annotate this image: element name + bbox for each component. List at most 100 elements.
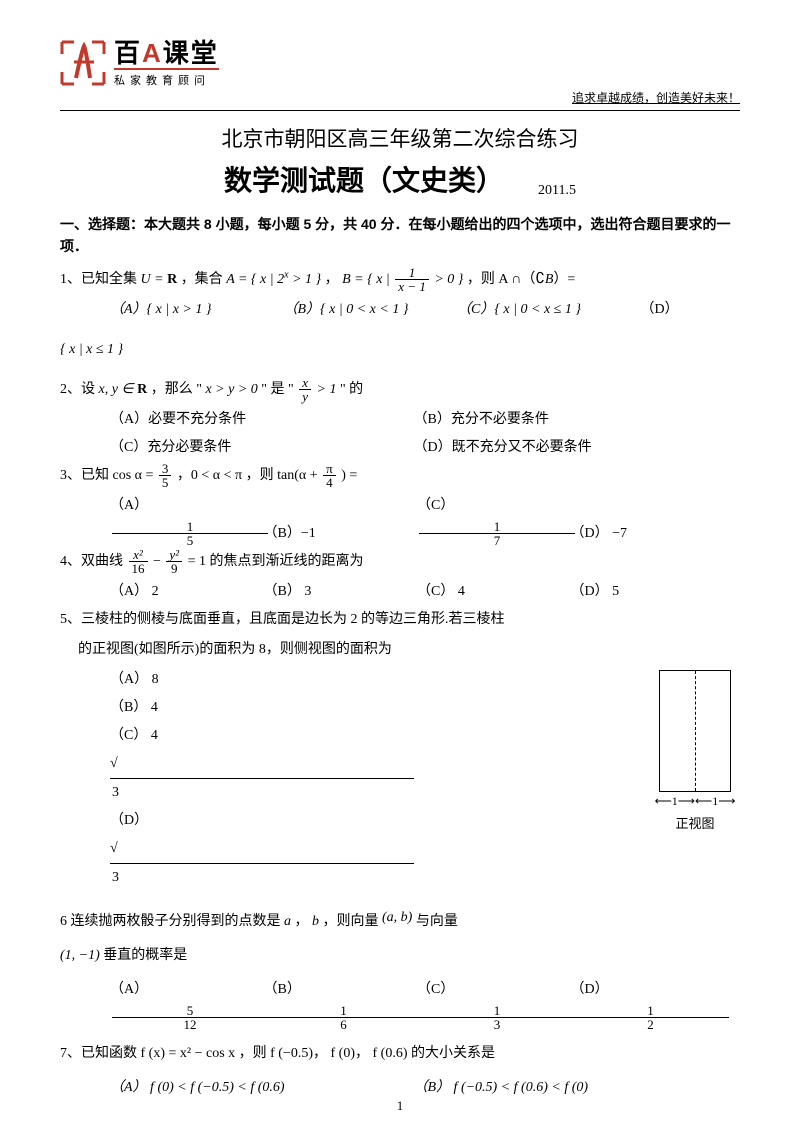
page: 百A课堂 私家教育顾问 追求卓越成绩，创造美好未来！ 北京市朝阳区高三年级第二次… (0, 0, 800, 1132)
q4-f2: y²9 (166, 548, 182, 575)
logo-icon (60, 40, 106, 91)
q2-fn: x (299, 376, 311, 390)
question-3: 3、已知 cos α = 35 ，0 < α < π ，则 tan(α + π4… (60, 462, 740, 490)
q1-frac: 1x − 1 (395, 266, 429, 293)
logo-cn-1: 百 (114, 38, 142, 68)
q5-optC: （C） 43 (110, 722, 410, 807)
front-view-rect (659, 670, 731, 792)
q6-optB: （B）16 (264, 976, 414, 1032)
q6-optD: （D）12 (571, 976, 721, 1032)
q1-agt: > 1 } (289, 272, 322, 287)
q2-fd: y (299, 390, 311, 403)
q6-post: 与向量 (416, 914, 458, 929)
q1-post: ）= (553, 272, 575, 287)
front-view-dims: ⟵1⟶⟵1⟶ (650, 794, 740, 809)
q1-m3: ，则 A ∩（ (467, 272, 535, 287)
q3-oap: （A） (110, 492, 260, 520)
q5-ocp: （C） 4 (110, 722, 410, 750)
q1-optC: （C）{ x | 0 < x ≤ 1 } (457, 296, 637, 324)
logo-text: 百A课堂 私家教育顾问 (114, 40, 219, 88)
q6-c: ， (295, 914, 313, 929)
q2-optC: （C）充分必要条件 (110, 434, 410, 462)
q6-pre: 6 连续抛两枚骰子分别得到的点数是 (60, 914, 284, 929)
q5-figure: ⟵1⟶⟵1⟶ 正视图 (650, 670, 740, 832)
q4-f1n: x² (129, 548, 148, 562)
q6-post2: 垂直的概率是 (103, 948, 187, 963)
q6-ocp: （C） (417, 976, 567, 1004)
q2-post: " 的 (340, 382, 363, 397)
q2-optB: （B）充分不必要条件 (414, 406, 714, 434)
q1-fd: x − 1 (395, 280, 429, 293)
dim2: 1 (712, 794, 718, 808)
q4-optC: （C） 4 (417, 578, 567, 606)
question-1: 1、已知全集 U = R ，集合 A = { x | 2x > 1 } ， B … (60, 264, 740, 294)
page-number: 1 (0, 1098, 800, 1114)
q5-optA: （A） 8 (110, 666, 410, 694)
title-row-2: 数学测试题（文史类） 2011.5 (60, 159, 740, 199)
q2-optD: （D）既不充分又不必要条件 (414, 434, 714, 462)
title-line2: 数学测试题（文史类） (224, 159, 504, 199)
q3-f2d: 4 (323, 476, 336, 489)
q4-minus: − (153, 554, 164, 569)
q6-vec2: (1, −1) (60, 948, 100, 963)
q2-frac: xy (299, 376, 311, 403)
q4-pre: 4、双曲线 (60, 554, 127, 569)
q6-m: ，则向量 (323, 914, 383, 929)
q3-pre: 3、已知 cos α = (60, 468, 157, 483)
q3-optD: （D） −7 (571, 520, 721, 548)
q3-f2: π4 (323, 462, 336, 489)
q1-comp: ∁ (535, 270, 545, 287)
q2-pre: 2、设 (60, 382, 99, 397)
q3-oad: 5 (112, 534, 268, 547)
q2-options: （A）必要不充分条件 （B）充分不必要条件 （C）充分必要条件 （D）既不充分又… (60, 406, 740, 462)
q1-optA: （A）{ x | x > 1 } (110, 296, 280, 324)
q3-ocp: （C） (417, 492, 567, 520)
q2-r: R (137, 382, 147, 397)
q6-a: a (284, 914, 291, 929)
q5-ocr: 3 (110, 778, 414, 807)
q6-oap: （A） (110, 976, 260, 1004)
title-line1: 北京市朝阳区高三年级第二次综合练习 (60, 123, 740, 153)
q4-optA: （A） 2 (110, 578, 260, 606)
q6-ocn: 1 (419, 1004, 575, 1018)
q4-f2d: 9 (166, 562, 182, 575)
question-7: 7、已知函数 f (x) = x² − cos x ，则 f (−0.5)， f… (60, 1040, 740, 1068)
q5-optD: （D） 3 (110, 807, 410, 892)
q2-m2: " 是 " (261, 382, 297, 397)
q3-f2n: π (323, 462, 336, 476)
q3-optC: （C）17 (417, 492, 567, 548)
q6-odd: 2 (573, 1018, 729, 1031)
question-2: 2、设 x, y ∈ R ，那么 " x > y > 0 " 是 " xy > … (60, 376, 740, 404)
q6-odp: （D） (571, 976, 721, 1004)
q4-f1d: 16 (129, 562, 148, 575)
q5-optB: （B） 4 (110, 694, 410, 722)
q1-m1: ，集合 (181, 272, 227, 287)
q1-bgt: > 0 } (434, 272, 463, 287)
q5-odr: 3 (110, 863, 414, 892)
q1-m2: ， (325, 272, 339, 287)
section1-instructions: 一、选择题：本大题共 8 小题，每小题 5 分，共 40 分．在每小题给出的四个… (60, 213, 740, 258)
q2-cond: x > y > 0 (205, 382, 257, 397)
logo-sub: 私家教育顾问 (114, 68, 219, 88)
q3-oan: 1 (112, 520, 268, 534)
logo-cn-2: 课堂 (163, 38, 219, 68)
q2-m1: ，那么 " (151, 382, 206, 397)
q3-post: ) = (341, 468, 357, 483)
q3-optA: （A）15 (110, 492, 260, 548)
q6-oad: 12 (112, 1018, 268, 1031)
q3-optB: （B）−1 (264, 520, 414, 548)
q6-odn: 1 (573, 1004, 729, 1018)
q1-u: U = (141, 272, 168, 287)
q1-extra: { x | x ≤ 1 } (60, 336, 740, 364)
q1-optD: （D） (641, 296, 679, 324)
logo-cn-a: A (142, 38, 163, 68)
q4-optB: （B） 3 (264, 578, 414, 606)
q1-bpre: B = { x | (342, 272, 393, 287)
q6-optA: （A）512 (110, 976, 260, 1032)
q3-ocn: 1 (419, 520, 575, 534)
q3-f1n: 3 (159, 462, 172, 476)
q1-options: （A）{ x | x > 1 } （B）{ x | 0 < x < 1 } （C… (60, 296, 740, 324)
q1-fn: 1 (395, 266, 429, 280)
q3-f1d: 5 (159, 476, 172, 489)
question-4: 4、双曲线 x²16 − y²9 = 1 的焦点到渐近线的距离为 (60, 548, 740, 576)
